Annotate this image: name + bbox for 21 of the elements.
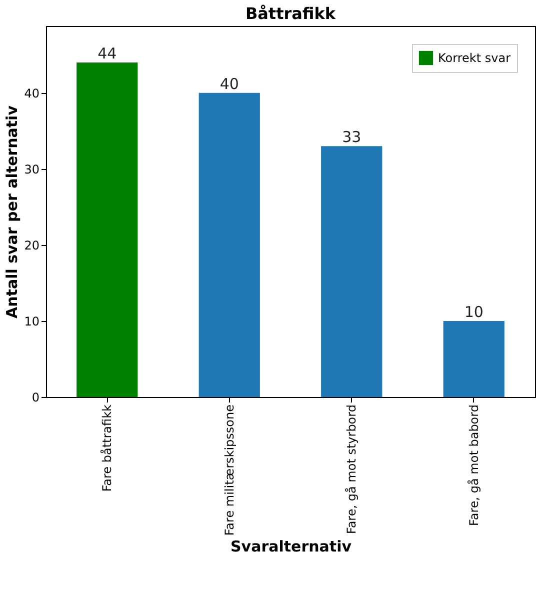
chart-title: Båttrafikk [245,4,336,23]
x-tick-label: Fare militærskipssone [222,404,236,536]
y-tick-label: 0 [32,390,40,404]
data-label: 33 [342,128,362,146]
y-axis-title: Antall svar per alternativ [3,105,22,318]
x-tick-label: Fare, gå mot styrbord [344,404,359,534]
data-label: 44 [98,44,117,62]
bar [443,320,504,397]
data-label: 40 [220,74,239,93]
y-tick-label: 40 [24,86,40,100]
y-tick-label: 20 [24,238,40,252]
bar [76,62,138,397]
bar [321,146,382,397]
data-label: 10 [464,302,484,321]
y-tick-label: 10 [24,314,40,328]
x-axis-title: Svaralternativ [230,538,352,556]
x-tick-label: Fare båttrafikk [100,404,114,492]
x-tick-label: Fare, gå mot babord [466,404,481,526]
bar [198,92,260,397]
y-tick-label: 30 [24,162,40,176]
legend-label: Korrekt svar [438,51,511,65]
